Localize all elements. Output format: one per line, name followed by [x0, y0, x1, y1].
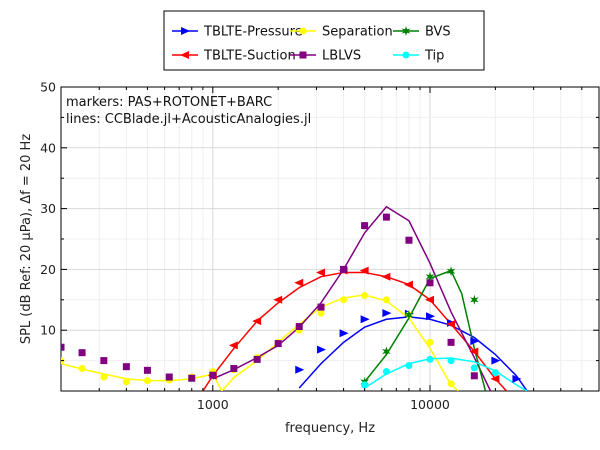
separation-marker [78, 365, 86, 373]
lblvs-marker [209, 371, 217, 379]
tip-marker [447, 357, 455, 365]
tblte-pressure-line [298, 316, 528, 391]
tblte-suction-marker [469, 347, 479, 356]
tblte-suction-marker [446, 320, 456, 329]
lblvs-marker [122, 363, 130, 371]
tblte-pressure-marker [339, 329, 349, 338]
tblte-pressure-marker [491, 356, 501, 365]
legend-tip-marker [402, 51, 410, 59]
tblte-suction-marker [228, 341, 238, 350]
lblvs-line [212, 205, 492, 391]
tblte-pressure-marker [295, 365, 305, 374]
tblte-suction-marker [252, 317, 262, 326]
x-tick-label: 10000 [410, 397, 450, 412]
lblvs-marker [188, 374, 196, 382]
lblvs-marker [426, 279, 434, 287]
bvs-marker [470, 294, 479, 305]
bvs-marker [404, 310, 414, 320]
separation-marker [317, 309, 325, 317]
legend-box [163, 10, 485, 71]
axis-ticks: 1000 10000 10 20 30 40 50 [40, 80, 599, 412]
lblvs-marker [230, 365, 238, 373]
tblte-pressure-marker [360, 315, 370, 324]
y-tick-label: 20 [40, 262, 56, 277]
lblvs-marker [78, 349, 86, 357]
lblvs-marker [317, 303, 325, 311]
y-tick-label: 10 [40, 323, 56, 338]
tblte-pressure-marker [317, 345, 327, 354]
tblte-suction-marker [403, 280, 413, 289]
legend-tip-label: Tip [424, 49, 444, 64]
bvs-line [364, 269, 487, 391]
legend-separation-marker [299, 27, 307, 35]
series-lines [61, 205, 528, 391]
tblte-suction-marker [424, 295, 434, 304]
lblvs-marker [382, 213, 390, 221]
legend-lblvs-label: LBLVS [322, 49, 361, 64]
separation-line [61, 294, 459, 391]
legend-tblte-suction-marker [180, 51, 189, 59]
bvs-marker [382, 346, 391, 357]
tip-marker [470, 364, 478, 372]
bvs-marker [425, 271, 435, 282]
lblvs-marker [61, 343, 65, 351]
legend-tblte-pressure-label: TBLTE-Pressure [203, 25, 303, 40]
separation-marker [143, 377, 151, 385]
y-tick-label: 30 [40, 201, 56, 216]
lblvs-marker [253, 355, 261, 363]
lblvs-marker [447, 338, 455, 346]
lblvs-marker [165, 373, 173, 381]
y-axis-label: SPL (dB Ref: 20 μPa), Δf = 20 Hz [19, 134, 34, 344]
tip-marker [491, 369, 499, 377]
legend: TBLTE-Pressure Separation BVS TBLTE-Suction… [163, 10, 485, 71]
series-markers [61, 213, 522, 389]
separation-marker [361, 292, 369, 300]
grid-lines [61, 87, 599, 391]
tblte-pressure-marker [470, 337, 480, 346]
tblte-pressure-marker [512, 374, 522, 383]
tblte-suction-marker [294, 278, 304, 287]
tblte-suction-marker [359, 266, 369, 275]
lblvs-marker [100, 357, 108, 365]
legend-lblvs-marker [299, 51, 307, 59]
lblvs-marker [361, 222, 369, 230]
tblte-suction-line [202, 271, 508, 391]
legend-bvs-label: BVS [425, 25, 451, 40]
y-tick-label: 50 [40, 80, 56, 95]
tip-marker [382, 368, 390, 376]
separation-marker [340, 296, 348, 304]
x-axis-label: frequency, Hz [285, 421, 375, 436]
lblvs-marker [405, 236, 413, 244]
separation-marker [382, 296, 390, 304]
tip-marker [361, 381, 369, 389]
lblvs-marker [274, 340, 282, 348]
lblvs-marker [470, 372, 478, 380]
lblvs-marker [340, 265, 348, 273]
legend-tblte-pressure-marker [181, 27, 190, 35]
annotation-markers: markers: PAS+ROTONET+BARC [66, 95, 272, 110]
annotation-lines: lines: CCBlade.jl+AcousticAnalogies.jl [66, 112, 311, 127]
tblte-pressure-marker [382, 309, 392, 318]
tip-marker [426, 355, 434, 363]
bvs-marker [446, 266, 456, 277]
lblvs-marker [295, 323, 303, 331]
tblte-suction-marker [273, 295, 283, 304]
separation-marker [447, 380, 455, 388]
lblvs-marker [143, 366, 151, 374]
legend-bvs-marker [401, 26, 411, 36]
legend-separation-label: Separation [322, 25, 393, 40]
separation-marker [100, 373, 108, 381]
legend-tblte-suction-label: TBLTE-Suction [203, 49, 296, 64]
separation-marker [122, 378, 130, 386]
tblte-suction-marker [490, 374, 500, 383]
tblte-suction-marker [316, 268, 326, 277]
y-tick-label: 40 [40, 140, 56, 155]
tblte-pressure-marker [425, 312, 435, 321]
tip-marker [405, 361, 413, 369]
x-tick-label: 1000 [197, 397, 229, 412]
tblte-suction-marker [381, 272, 391, 281]
separation-marker [426, 338, 434, 346]
